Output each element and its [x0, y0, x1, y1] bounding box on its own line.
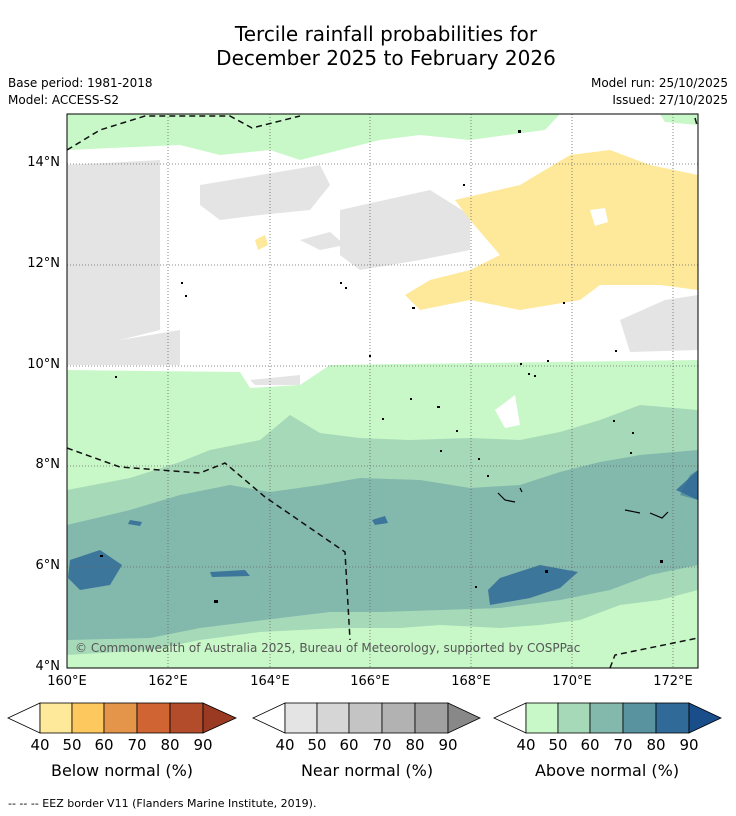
lat-label: 14°N [27, 155, 60, 170]
legend-tick: 40 [275, 736, 295, 754]
legend-tick: 50 [62, 736, 82, 754]
below-normal-region [590, 208, 608, 226]
lon-label: 166°E [350, 674, 390, 689]
lat-label: 8°N [35, 457, 61, 472]
near-normal-region [67, 160, 180, 365]
legend-title-near: Near normal (%) [300, 761, 434, 780]
issued-date: Issued: 27/10/2025 [612, 93, 728, 107]
legend-title-below: Below normal (%) [50, 761, 194, 780]
legend-tick: 80 [160, 736, 180, 754]
legend-tick: 90 [193, 736, 213, 754]
above-normal-region [676, 470, 698, 500]
map-frame [66, 113, 699, 669]
above-normal-region [210, 570, 250, 577]
legend-tick: 60 [339, 736, 359, 754]
islands [100, 130, 663, 603]
model-run: Model run: 25/10/2025 [590, 76, 728, 90]
above-normal-region [660, 114, 698, 125]
atolls [497, 487, 669, 519]
lat-label: 4°N [35, 659, 61, 674]
legend-near [252, 702, 481, 734]
lon-label: 162°E [148, 674, 188, 689]
near-normal-region [200, 165, 330, 220]
lon-label: 170°E [552, 674, 592, 689]
near-normal-region [110, 180, 148, 210]
base-period: Base period: 1981-2018 [8, 76, 153, 90]
legend-above [493, 702, 722, 734]
lon-label: 172°E [653, 674, 693, 689]
eez-border [66, 115, 699, 669]
lat-label: 12°N [27, 256, 60, 271]
near-normal-region [620, 295, 698, 352]
title-line-2: December 2025 to February 2026 [216, 46, 556, 70]
legend-tick: 40 [30, 736, 50, 754]
eez-footer-note: -- -- -- EEZ border V11 (Flanders Marine… [8, 797, 317, 810]
near-normal-region [250, 375, 300, 385]
legend-tick: 90 [438, 736, 458, 754]
above-normal-region [488, 565, 578, 605]
legend-tick: 70 [613, 736, 633, 754]
lat-label: 10°N [27, 357, 60, 372]
above-normal-region [495, 395, 520, 428]
map-fill [67, 114, 698, 668]
lon-label: 168°E [451, 674, 491, 689]
below-normal-region [405, 150, 698, 310]
legend-tick: 60 [580, 736, 600, 754]
above-normal-region [372, 516, 388, 525]
copyright-notice: © Commonwealth of Australia 2025, Bureau… [75, 641, 581, 655]
above-normal-region [67, 114, 560, 160]
legend-tick: 90 [679, 736, 699, 754]
title-line-1: Tercile rainfall probabilities for [234, 22, 538, 46]
above-normal-region [128, 520, 142, 526]
below-normal-region [255, 235, 268, 250]
legend-tick: 70 [372, 736, 392, 754]
lon-label: 164°E [250, 674, 290, 689]
legend-tick: 50 [307, 736, 327, 754]
legend-tick: 80 [405, 736, 425, 754]
legend-title-above: Above normal (%) [534, 761, 680, 780]
legend-tick: 50 [548, 736, 568, 754]
legend-tick: 60 [94, 736, 114, 754]
legend-tick: 70 [127, 736, 147, 754]
legend-below [7, 702, 237, 734]
near-normal-region [340, 190, 470, 270]
near-normal-region [300, 232, 345, 250]
above-normal-region [68, 550, 122, 590]
model-name: Model: ACCESS-S2 [8, 93, 120, 107]
lat-label: 6°N [35, 558, 61, 573]
legend-tick: 80 [646, 736, 666, 754]
legend-tick: 40 [516, 736, 536, 754]
lon-label: 160°E [47, 674, 87, 689]
